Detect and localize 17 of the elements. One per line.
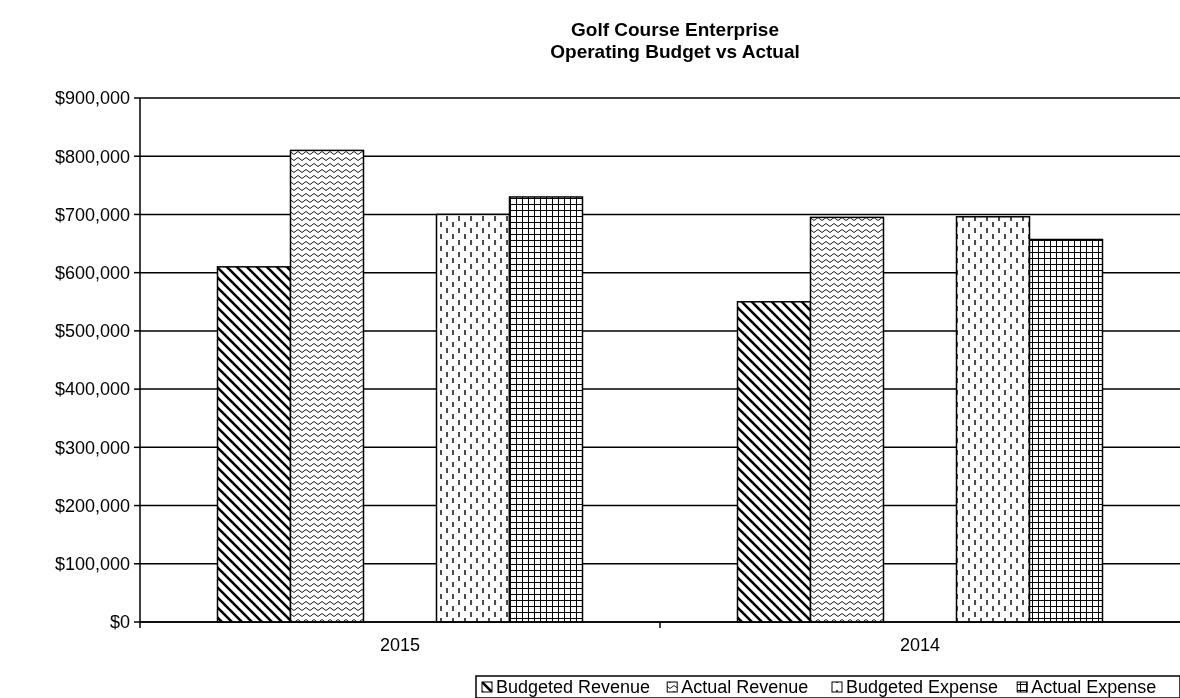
legend-label: Budgeted Expense	[846, 677, 999, 697]
y-tick-label: $700,000	[54, 204, 130, 225]
x-tick-label: 2015	[379, 635, 421, 655]
y-tick-label: $600,000	[54, 262, 130, 283]
y-tick-label: $0	[109, 612, 130, 633]
legend-label: Actual Expense	[1031, 677, 1157, 697]
chart-title: Golf Course Enterprise Operating Budget vs Actual	[550, 19, 800, 62]
x-tick-label: 2014	[899, 635, 941, 655]
y-tick-label: $900,000	[54, 88, 130, 109]
y-tick-label: $800,000	[54, 146, 130, 167]
y-tick-label: $200,000	[54, 495, 130, 516]
y-tick-label: $400,000	[54, 379, 130, 400]
legend-label: Actual Revenue	[681, 677, 809, 697]
y-tick-label: $100,000	[54, 554, 130, 575]
y-tick-label: $500,000	[54, 321, 130, 342]
y-tick-label: $300,000	[54, 437, 130, 458]
legend-label: Budgeted Revenue	[496, 677, 651, 697]
